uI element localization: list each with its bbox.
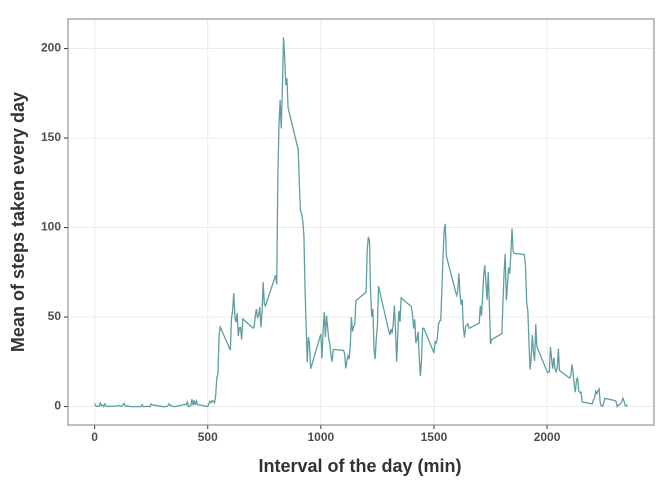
x-axis-title: Interval of the day (min) [258,456,461,476]
y-axis-title: Mean of steps taken every day [8,92,28,352]
panel-border [67,18,655,426]
y-tick-label: 0 [54,399,61,413]
x-tick-label: 0 [91,430,98,444]
x-tick-label: 1500 [421,430,448,444]
data-line [94,37,628,409]
x-tick-label: 500 [198,430,218,444]
y-tick-label: 200 [41,41,61,55]
y-tick-label: 50 [48,309,62,323]
x-tick-label: 2000 [534,430,561,444]
y-tick-label: 150 [41,130,61,144]
y-tick-label: 100 [41,220,61,234]
x-tick-label: 1000 [307,430,334,444]
